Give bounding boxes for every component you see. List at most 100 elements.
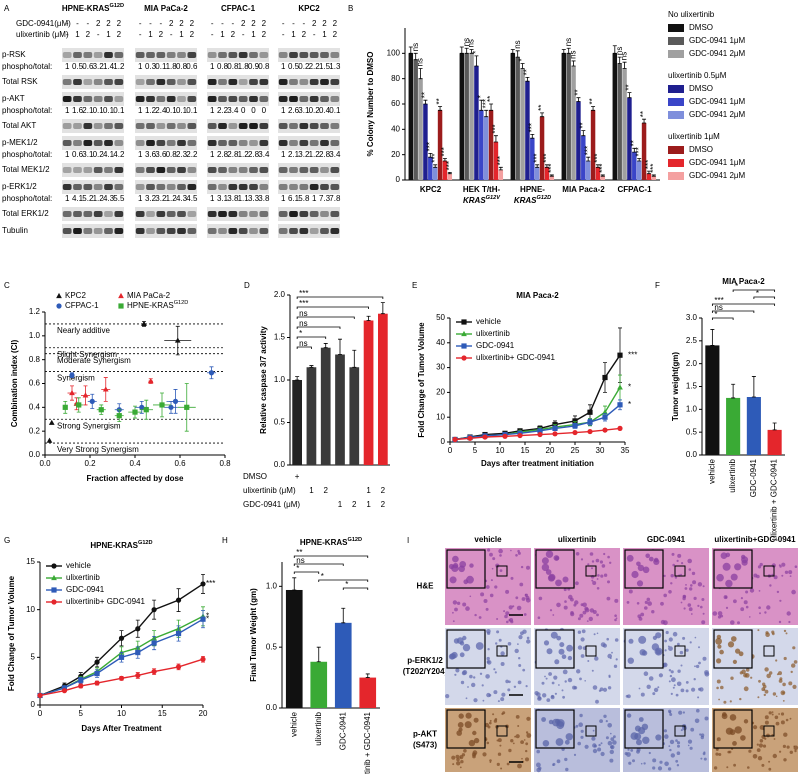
band bbox=[218, 52, 227, 58]
marker bbox=[172, 398, 179, 404]
cell-nucleus bbox=[577, 617, 581, 621]
cell-nucleus bbox=[544, 675, 546, 678]
error-bar bbox=[442, 158, 447, 162]
bar bbox=[363, 320, 374, 465]
ratio: 4.3 bbox=[176, 194, 188, 203]
blot-label: Total AKT bbox=[2, 121, 36, 130]
cell-nucleus bbox=[758, 606, 761, 609]
cell-nucleus bbox=[597, 747, 602, 752]
cell-nucleus bbox=[677, 642, 680, 646]
legend-label-text: HPNE-KRAS bbox=[127, 301, 174, 310]
cell-nucleus bbox=[697, 696, 700, 699]
inset-nucleus bbox=[555, 579, 562, 587]
y-axis-label: Final Tumor Weight (gm) bbox=[249, 588, 258, 682]
error-bar bbox=[352, 349, 357, 368]
cell-nucleus bbox=[452, 600, 458, 605]
cell-nucleus bbox=[740, 607, 745, 612]
band bbox=[207, 79, 217, 85]
cell-nucleus bbox=[508, 680, 511, 684]
lane-label: - bbox=[231, 19, 234, 28]
cell-nucleus bbox=[574, 600, 579, 605]
lane-label: - bbox=[76, 19, 79, 28]
cell-nucleus bbox=[525, 757, 529, 762]
cell-nucleus bbox=[462, 670, 468, 675]
cell-nucleus bbox=[680, 688, 685, 693]
lane-label: 1 bbox=[220, 30, 225, 39]
significance: ns bbox=[467, 39, 476, 47]
ratio: 0.1 bbox=[155, 62, 167, 71]
cell-nucleus bbox=[771, 630, 775, 634]
cell-nucleus bbox=[496, 630, 500, 634]
cell-nucleus bbox=[674, 576, 678, 579]
cell-nucleus bbox=[677, 669, 681, 673]
cell-nucleus bbox=[614, 638, 619, 642]
band bbox=[278, 167, 288, 173]
y-tick-label: 0 bbox=[441, 437, 446, 446]
y-tick-label: 0.0 bbox=[29, 450, 41, 459]
band bbox=[114, 140, 124, 146]
y-tick-label: 100 bbox=[387, 48, 401, 57]
cell-nucleus bbox=[580, 558, 584, 561]
blot-background bbox=[207, 75, 269, 89]
blot-background bbox=[278, 119, 340, 133]
cell-nucleus bbox=[486, 656, 490, 661]
inset-nucleus bbox=[642, 736, 650, 744]
cell-nucleus bbox=[653, 687, 659, 693]
inset-nucleus bbox=[473, 717, 479, 723]
error-bar bbox=[479, 99, 484, 111]
band bbox=[187, 96, 197, 102]
cell-nucleus bbox=[698, 687, 701, 691]
marker bbox=[118, 675, 125, 681]
comparison-label: * bbox=[714, 310, 717, 319]
inset-nucleus bbox=[462, 643, 471, 652]
blot-background bbox=[207, 48, 269, 62]
cell-nucleus bbox=[766, 673, 771, 679]
band bbox=[278, 52, 288, 58]
error-bar bbox=[646, 170, 651, 175]
band bbox=[93, 211, 103, 217]
cell-nucleus bbox=[703, 757, 707, 761]
lane-label: 2 bbox=[312, 19, 317, 28]
legend-label: ulixertinib+ GDC-0941 bbox=[476, 353, 555, 362]
cell-nucleus bbox=[782, 691, 785, 694]
x-tick-label: vehicle bbox=[707, 458, 716, 483]
inset-nucleus bbox=[653, 558, 660, 566]
cell-nucleus bbox=[609, 749, 614, 755]
cell-nucleus bbox=[663, 574, 666, 578]
lane-label: 2 bbox=[117, 19, 122, 28]
cell-nucleus bbox=[780, 720, 785, 725]
cell-nucleus bbox=[676, 741, 681, 745]
cell-nucleus bbox=[556, 602, 561, 608]
chart-title: HPNE-KRASG12D bbox=[300, 537, 362, 547]
cell-nucleus bbox=[696, 708, 700, 713]
inset-nucleus bbox=[562, 576, 569, 583]
significance: *** bbox=[527, 123, 536, 132]
significance: *** bbox=[598, 164, 607, 173]
bar bbox=[705, 345, 720, 455]
marker bbox=[151, 607, 157, 613]
ratio: 3.1 bbox=[217, 194, 229, 203]
marker bbox=[168, 404, 174, 410]
marker bbox=[61, 685, 68, 691]
y-tick-label: 0.5 bbox=[266, 642, 278, 651]
cell-nucleus bbox=[459, 755, 464, 760]
ratio: 2.8 bbox=[217, 150, 229, 159]
cell-nucleus bbox=[749, 616, 751, 618]
cell-nucleus bbox=[701, 620, 706, 625]
legend-swatch bbox=[668, 111, 684, 119]
band bbox=[83, 140, 93, 146]
x-tick-label: 5 bbox=[79, 709, 84, 718]
cell-nucleus bbox=[789, 717, 792, 720]
cell-nucleus bbox=[507, 688, 511, 692]
band bbox=[62, 167, 72, 173]
significance: * bbox=[476, 95, 485, 98]
band bbox=[187, 167, 197, 173]
significance: *** bbox=[440, 147, 449, 156]
marker bbox=[82, 392, 89, 398]
inset bbox=[713, 549, 753, 589]
bar bbox=[359, 677, 377, 708]
cell-nucleus bbox=[525, 742, 529, 746]
cell-nucleus bbox=[579, 713, 583, 718]
error-bar bbox=[459, 46, 464, 54]
marker bbox=[69, 389, 75, 396]
